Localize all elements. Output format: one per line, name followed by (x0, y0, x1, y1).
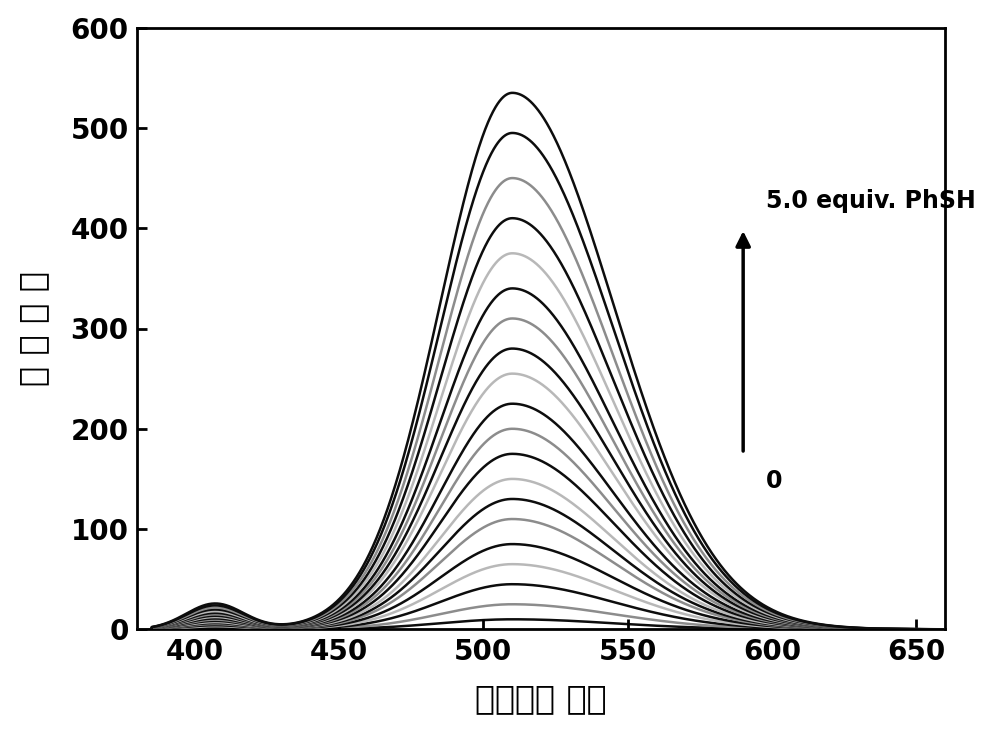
X-axis label: 波长（纳 米）: 波长（纳 米） (475, 682, 607, 715)
Text: 5.0 equiv. PhSH: 5.0 equiv. PhSH (766, 189, 976, 213)
Y-axis label: 荧 光 强 度: 荧 光 强 度 (17, 271, 50, 386)
Text: 0: 0 (766, 469, 783, 493)
